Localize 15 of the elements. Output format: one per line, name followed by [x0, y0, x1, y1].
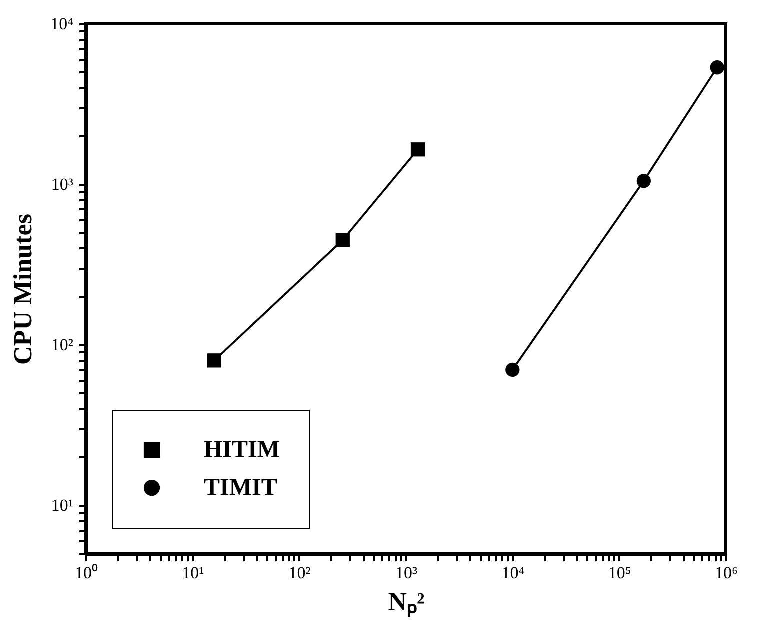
- legend-label: TIMIT: [204, 475, 278, 501]
- y-tick-label: 10¹: [51, 496, 74, 516]
- x-tick-label: 10⁵: [608, 564, 632, 582]
- y-tick-label: 10⁴: [50, 14, 74, 34]
- y-tick-label: 10²: [51, 336, 74, 355]
- x-tick-label: 10³: [395, 564, 418, 582]
- x-tick-label: 10¹: [182, 564, 204, 582]
- legend-label: HITIM: [204, 437, 280, 463]
- y-axis-title: CPU Minutes: [8, 214, 38, 365]
- x-tick-label: 10⁶: [715, 564, 738, 582]
- x-axis-title: Nₚ²: [388, 588, 425, 618]
- y-tick-label: 10³: [51, 175, 74, 194]
- x-tick-label: 10⁴: [502, 564, 525, 582]
- x-tick-label: 10⁰: [75, 564, 98, 582]
- x-tick-label: 10²: [288, 564, 311, 582]
